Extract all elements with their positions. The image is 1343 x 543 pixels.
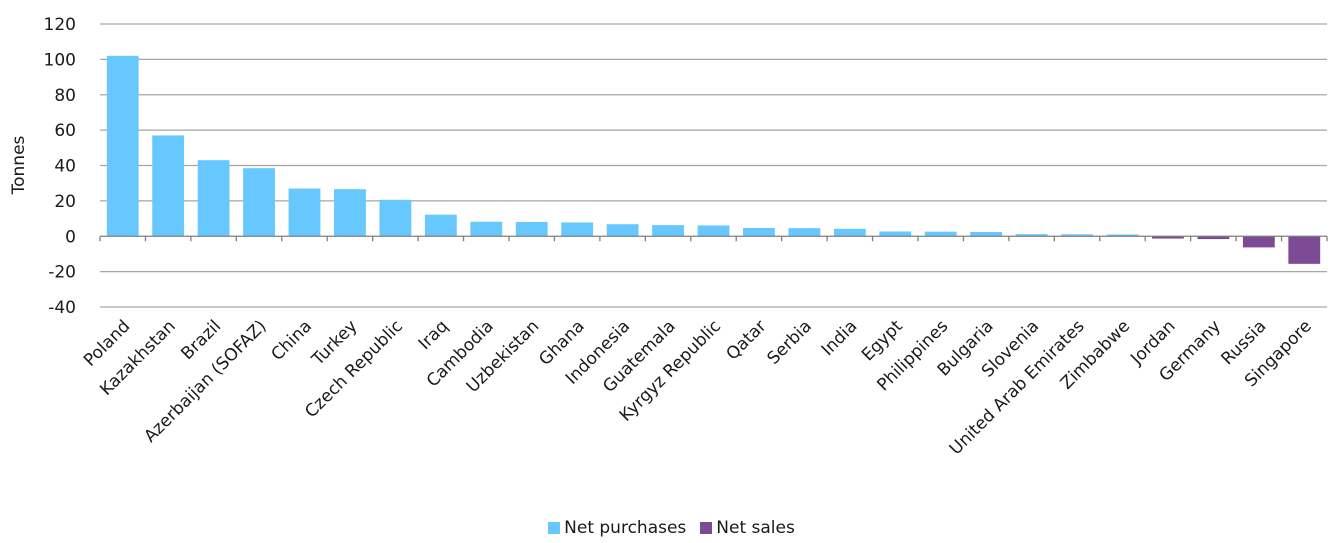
y-tick-label: 100 — [44, 50, 76, 70]
y-tick-label: 60 — [54, 121, 76, 141]
bar-slovenia — [1015, 234, 1048, 237]
y-tick-labels: -40 -20 0 20 40 60 80 100 120 — [44, 15, 76, 318]
y-tick-label: -20 — [48, 263, 76, 283]
x-tick-label: India — [818, 316, 862, 360]
bar-czech-republic — [379, 199, 412, 237]
bar-turkey — [334, 189, 366, 237]
y-tick-label: -40 — [48, 298, 76, 318]
bar-bulgaria — [970, 232, 1003, 237]
bar-singapore — [1288, 236, 1321, 264]
bar-brazil — [197, 160, 230, 237]
bar-china — [288, 188, 321, 237]
axes — [99, 235, 1328, 242]
x-tick-label: China — [268, 316, 316, 364]
bar-chart: -40 -20 0 20 40 60 80 100 120 PolandKazakhstanBr… — [9, 15, 1328, 459]
legend-label-net-purchases: Net purchases — [564, 518, 687, 538]
bar-germany — [1197, 236, 1230, 240]
bar-azerbaijan-sofaz — [243, 168, 275, 237]
y-tick-label: 0 — [65, 227, 76, 247]
bar-jordan — [1152, 236, 1184, 239]
bar-qatar — [743, 227, 775, 237]
bar-russia — [1242, 236, 1275, 248]
bar-philippines — [924, 231, 957, 237]
x-tick-label: Serbia — [763, 316, 815, 368]
bar-iraq — [424, 214, 457, 237]
legend-swatch-net-sales — [700, 522, 713, 534]
y-tick-label: 80 — [54, 86, 76, 106]
bar-indonesia — [606, 224, 639, 237]
bar-ghana — [561, 222, 594, 237]
bar-cambodia — [470, 221, 503, 237]
legend: Net purchases Net sales — [0, 518, 1343, 538]
bar-poland — [106, 55, 139, 237]
bars — [106, 55, 1321, 264]
x-tick-label: Qatar — [722, 316, 770, 364]
bar-united-arab-emirates — [1061, 234, 1093, 237]
y-tick-label: 40 — [54, 157, 76, 177]
x-tick-label: Iraq — [415, 316, 453, 354]
y-axis-label: Tonnes — [9, 135, 29, 195]
bar-kazakhstan — [152, 135, 185, 237]
bar-india — [833, 228, 866, 237]
gridlines — [100, 23, 1327, 308]
bar-kyrgyz-republic — [697, 225, 730, 237]
bar-egypt — [879, 231, 912, 237]
legend-item-net-purchases: Net purchases — [548, 518, 686, 538]
legend-item-net-sales: Net sales — [700, 518, 795, 538]
y-tick-label: 20 — [54, 192, 76, 212]
bar-serbia — [788, 228, 821, 237]
bar-guatemala — [652, 225, 684, 237]
y-tick-label: 120 — [44, 15, 76, 35]
bar-uzbekistan — [515, 221, 548, 237]
legend-label-net-sales: Net sales — [716, 518, 795, 538]
legend-swatch-net-purchases — [548, 522, 561, 534]
bar-zimbabwe — [1106, 234, 1139, 237]
